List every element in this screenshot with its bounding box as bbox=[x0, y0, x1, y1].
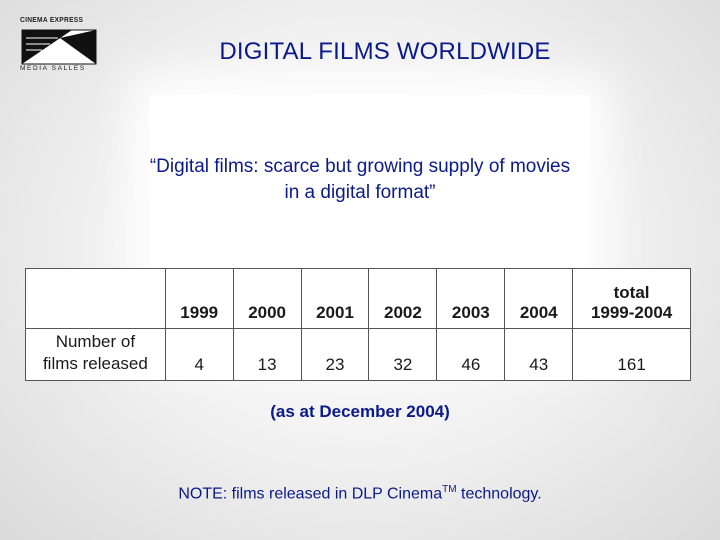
logo-bottom-text: MEDIA SALLES bbox=[20, 65, 86, 72]
row-label: Number of films released bbox=[25, 328, 166, 381]
page-title: DIGITAL FILMS WORLDWIDE bbox=[219, 38, 551, 65]
value-total: 161 bbox=[572, 328, 691, 381]
table-header-row: 1999 2000 2001 2002 2003 2004 total 1999… bbox=[25, 268, 691, 329]
header-2002: 2002 bbox=[368, 268, 438, 329]
as-at-date: (as at December 2004) bbox=[270, 402, 450, 421]
row-label-line-2: films released bbox=[42, 354, 148, 373]
value-2004: 43 bbox=[504, 328, 574, 381]
header-total-line-1: total bbox=[613, 283, 650, 302]
header-1999: 1999 bbox=[164, 268, 234, 329]
trademark-superscript: TM bbox=[442, 484, 457, 495]
header-total: total 1999-2004 bbox=[572, 268, 691, 329]
value-2000: 13 bbox=[232, 328, 302, 381]
row-label-line-1: Number of bbox=[55, 332, 136, 351]
value-1999: 4 bbox=[164, 328, 234, 381]
footnote-prefix: NOTE: films released in DLP Cinema bbox=[178, 485, 443, 503]
quote: “Digital films: scarce but growing suppl… bbox=[60, 154, 660, 206]
table-row: Number of films released 4 13 23 32 46 4… bbox=[25, 328, 691, 381]
header-2001: 2001 bbox=[300, 268, 370, 329]
films-table: 1999 2000 2001 2002 2003 2004 total 1999… bbox=[25, 268, 691, 381]
media-salles-logo: CINEMA EXPRESS MEDIA SALLES bbox=[20, 17, 98, 75]
header-total-line-2: 1999-2004 bbox=[590, 303, 673, 322]
header-2000: 2000 bbox=[232, 268, 302, 329]
header-2003: 2003 bbox=[436, 268, 506, 329]
value-2001: 23 bbox=[300, 328, 370, 381]
quote-line-1: “Digital films: scarce but growing suppl… bbox=[149, 156, 571, 177]
logo-top-text: CINEMA EXPRESS bbox=[20, 17, 84, 24]
film-reel-icon bbox=[21, 29, 97, 65]
table-corner-cell bbox=[25, 268, 166, 329]
quote-line-2: in a digital format” bbox=[284, 182, 436, 203]
footnote-suffix: technology. bbox=[456, 485, 542, 503]
value-2002: 32 bbox=[368, 328, 438, 381]
footnote: NOTE: films released in DLP CinemaTM tec… bbox=[60, 484, 660, 503]
header-2004: 2004 bbox=[504, 268, 574, 329]
value-2003: 46 bbox=[436, 328, 506, 381]
